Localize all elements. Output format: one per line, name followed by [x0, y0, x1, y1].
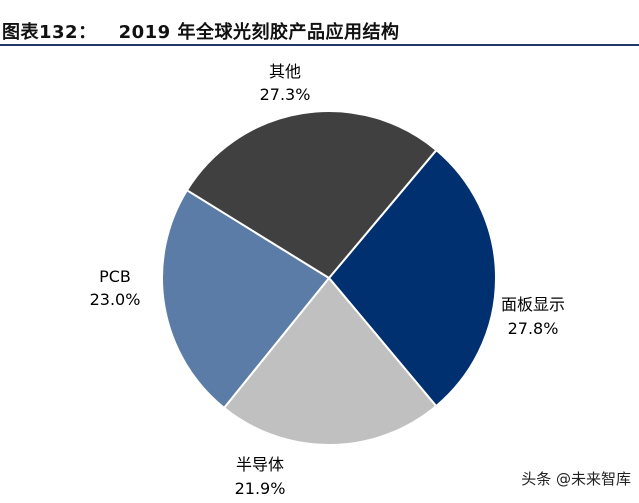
slice-label-other: 其他 — [269, 62, 301, 81]
pie-slice-pcb — [161, 188, 331, 410]
pie-slices — [161, 110, 498, 446]
slice-label-semiconductor: 半导体 — [236, 455, 284, 474]
slice-value-panel-display: 27.8% — [508, 319, 559, 338]
slice-value-semiconductor: 21.9% — [235, 479, 286, 498]
figure-title: 图表132： 2019 年全球光刻胶产品应用结构 — [2, 18, 399, 44]
chart-title: 2019 年全球光刻胶产品应用结构 — [118, 22, 400, 43]
figure-label: 图表132： — [2, 22, 97, 43]
slice-label-pcb: PCB — [99, 267, 131, 286]
pie-slice-panel-display — [327, 148, 498, 408]
watermark: 头条 @未来智库 — [521, 470, 631, 488]
slice-label-panel-display: 面板显示 — [501, 295, 565, 314]
slice-value-pcb: 23.0% — [90, 290, 141, 309]
pie-slice-semiconductor — [222, 276, 438, 446]
slice-value-other: 27.3% — [260, 85, 311, 104]
pie-slice-other — [185, 110, 438, 280]
figure-header: 图表132： 2019 年全球光刻胶产品应用结构 — [0, 0, 639, 46]
